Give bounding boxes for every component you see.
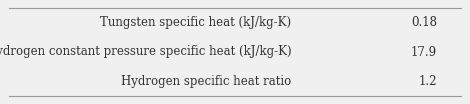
Text: 0.18: 0.18 [411, 16, 437, 29]
Text: 1.2: 1.2 [419, 75, 437, 88]
Text: 17.9: 17.9 [411, 46, 437, 58]
Text: Hydrogen constant pressure specific heat (kJ/kg-K): Hydrogen constant pressure specific heat… [0, 46, 291, 58]
Text: Hydrogen specific heat ratio: Hydrogen specific heat ratio [121, 75, 291, 88]
Text: Tungsten specific heat (kJ/kg-K): Tungsten specific heat (kJ/kg-K) [100, 16, 291, 29]
